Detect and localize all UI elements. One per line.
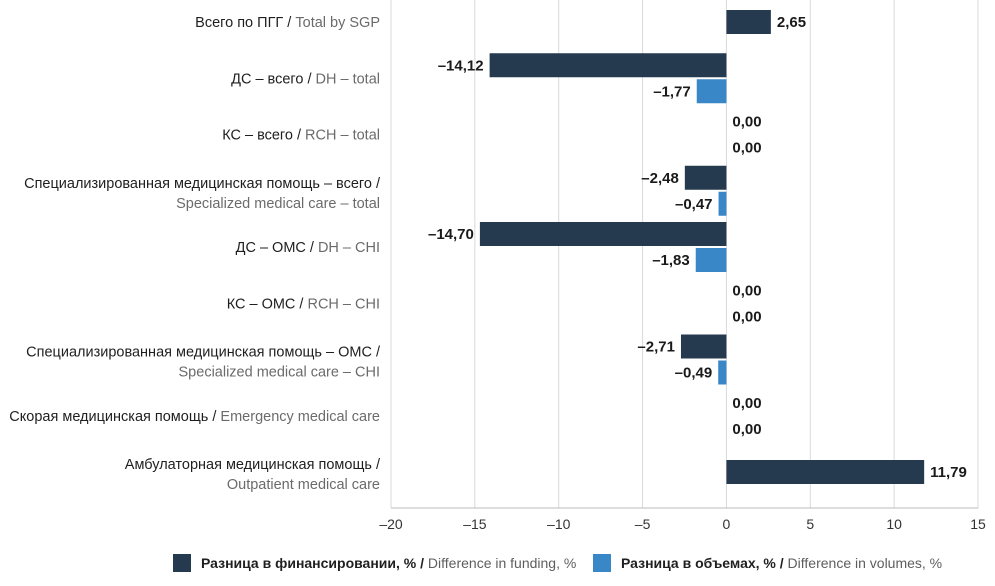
bar-volumes-label: 0,00 [732,308,761,325]
bar-volumes [695,248,727,272]
bar-funding-label: –14,12 [438,57,484,74]
category-label: Специализированная медицинская помощь – … [26,345,381,361]
category-label: ДС – всего / DH – total [231,71,380,87]
bar-volumes-label: 0,00 [732,140,761,157]
bar-funding-label: 0,00 [732,395,761,412]
bar-volumes-label: –0,47 [675,196,713,213]
x-tick-label: –5 [635,516,651,532]
category-label-en: Specialized medical care – total [176,196,380,212]
bar-funding [479,222,727,246]
x-tick-label: 10 [886,516,902,532]
x-tick-label: 5 [806,516,814,532]
legend-swatch-funding [173,554,191,572]
legend: Разница в финансировании, % / Difference… [0,548,995,578]
category-label: Всего по ПГГ / Total by SGP [195,15,380,31]
bar-funding-label: –2,71 [637,339,675,356]
bar-funding [726,460,925,484]
category-label: ДС – ОМС / DH – CHI [236,240,380,256]
bar-funding-label: 0,00 [732,282,761,299]
category-label: КС – всего / RCH – total [222,128,380,144]
bar-volumes-label: –0,49 [675,365,713,382]
bar-funding [726,10,771,34]
x-tick-label: –10 [547,516,571,532]
category-label-en: Outpatient medical care [227,477,380,493]
x-tick-label: –15 [463,516,487,532]
bar-funding [684,165,727,190]
legend-item-funding: Разница в финансировании, % / Difference… [173,554,576,572]
bar-funding [489,53,727,78]
bar-funding-label: 2,65 [777,14,806,31]
legend-label-funding-ru: Разница в финансировании, % [201,555,417,571]
bar-funding-label: 0,00 [732,114,761,131]
category-label: Амбулаторная медицинская помощь / [125,457,381,473]
x-tick-label: 0 [723,516,731,532]
legend-separator: / [416,555,428,571]
legend-label-volumes-en: Difference in volumes, % [787,555,943,571]
bar-funding-label: –2,48 [641,170,679,187]
legend-label-funding-en: Difference in funding, % [427,555,577,571]
legend-swatch-volumes [593,554,611,572]
legend-label-volumes-ru: Разница в объемах, % [621,555,776,571]
x-tick-label: –20 [379,516,403,532]
bar-volumes [718,360,727,385]
bar-volumes [718,191,727,216]
category-label: Скорая медицинская помощь / Emergency me… [9,409,380,425]
bar-funding-label: –14,70 [428,226,474,243]
bar-funding-label: 11,79 [930,464,967,481]
bar-volumes-label: –1,77 [653,83,691,100]
bar-volumes-label: 0,00 [732,421,761,438]
bar-volumes-label: –1,83 [652,252,690,269]
category-label-en: Specialized medical care – CHI [179,365,380,381]
x-tick-label: 15 [970,516,986,532]
bar-volumes [696,79,727,104]
bar-chart: –20 –15 –10 –5 0 5 10 15 Всего по ПГГ / Total by… [9,0,986,532]
legend-separator: / [775,555,788,571]
category-label: КС – ОМС / RCH – CHI [227,296,380,312]
bar-funding [680,334,727,359]
legend-item-volumes: Разница в объемах, % / Difference in vol… [593,554,942,572]
category-label: Специализированная медицинская помощь – … [24,176,381,192]
